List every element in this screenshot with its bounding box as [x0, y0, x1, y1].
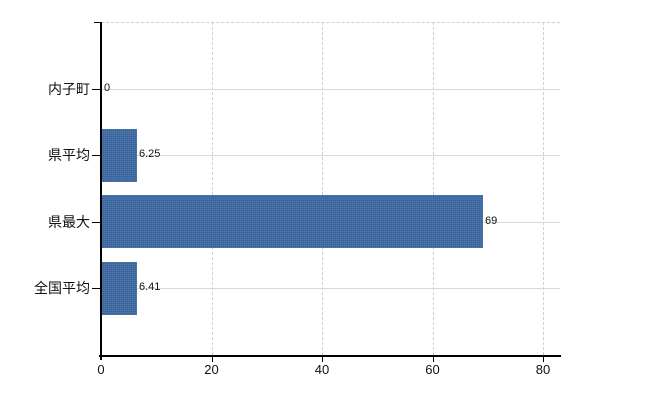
x-axis-line [99, 355, 561, 357]
y-axis-end-tick [94, 22, 101, 23]
plot-top-border [101, 22, 560, 23]
gridline-vertical [543, 22, 544, 355]
bar [102, 129, 137, 182]
gridline-horizontal [101, 89, 560, 90]
y-tick-mark [92, 288, 101, 289]
x-tick-label: 40 [314, 362, 330, 377]
y-tick-mark [92, 155, 101, 156]
bar-value-label: 69 [485, 215, 498, 227]
x-tick-mark [322, 357, 323, 362]
x-tick-label: 0 [97, 362, 105, 377]
x-tick-label: 20 [204, 362, 219, 377]
category-label: 全国平均 [34, 280, 90, 296]
category-label: 県最大 [48, 214, 90, 230]
bar-value-label: 6.25 [139, 148, 161, 160]
bar [102, 262, 137, 315]
gridline-horizontal [101, 288, 560, 289]
y-axis-line [100, 22, 102, 360]
x-tick-label: 60 [425, 362, 440, 377]
x-tick-label: 80 [535, 362, 551, 377]
gridline-horizontal [101, 155, 560, 156]
bar-value-label: 6.41 [139, 281, 161, 293]
gridline-vertical [211, 22, 213, 355]
gridline-vertical [322, 22, 323, 355]
y-tick-mark [92, 89, 101, 90]
bar-value-label: 0 [104, 82, 111, 94]
category-label: 県平均 [48, 147, 90, 163]
x-tick-mark [543, 357, 544, 362]
bar [102, 195, 483, 248]
gridline-vertical [432, 22, 434, 355]
x-tick-mark [432, 357, 434, 362]
x-tick-mark [211, 357, 213, 362]
category-label: 内子町 [48, 81, 90, 97]
y-tick-mark [92, 222, 101, 223]
